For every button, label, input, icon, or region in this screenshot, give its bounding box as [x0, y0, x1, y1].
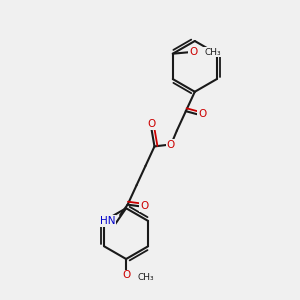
- Text: CH₃: CH₃: [204, 48, 221, 57]
- Text: O: O: [167, 140, 175, 150]
- Text: HN: HN: [100, 216, 116, 226]
- Text: O: O: [140, 201, 148, 211]
- Text: CH₃: CH₃: [137, 273, 154, 282]
- Text: O: O: [122, 270, 130, 280]
- Text: O: O: [189, 47, 197, 57]
- Text: O: O: [198, 109, 206, 119]
- Text: O: O: [147, 119, 156, 129]
